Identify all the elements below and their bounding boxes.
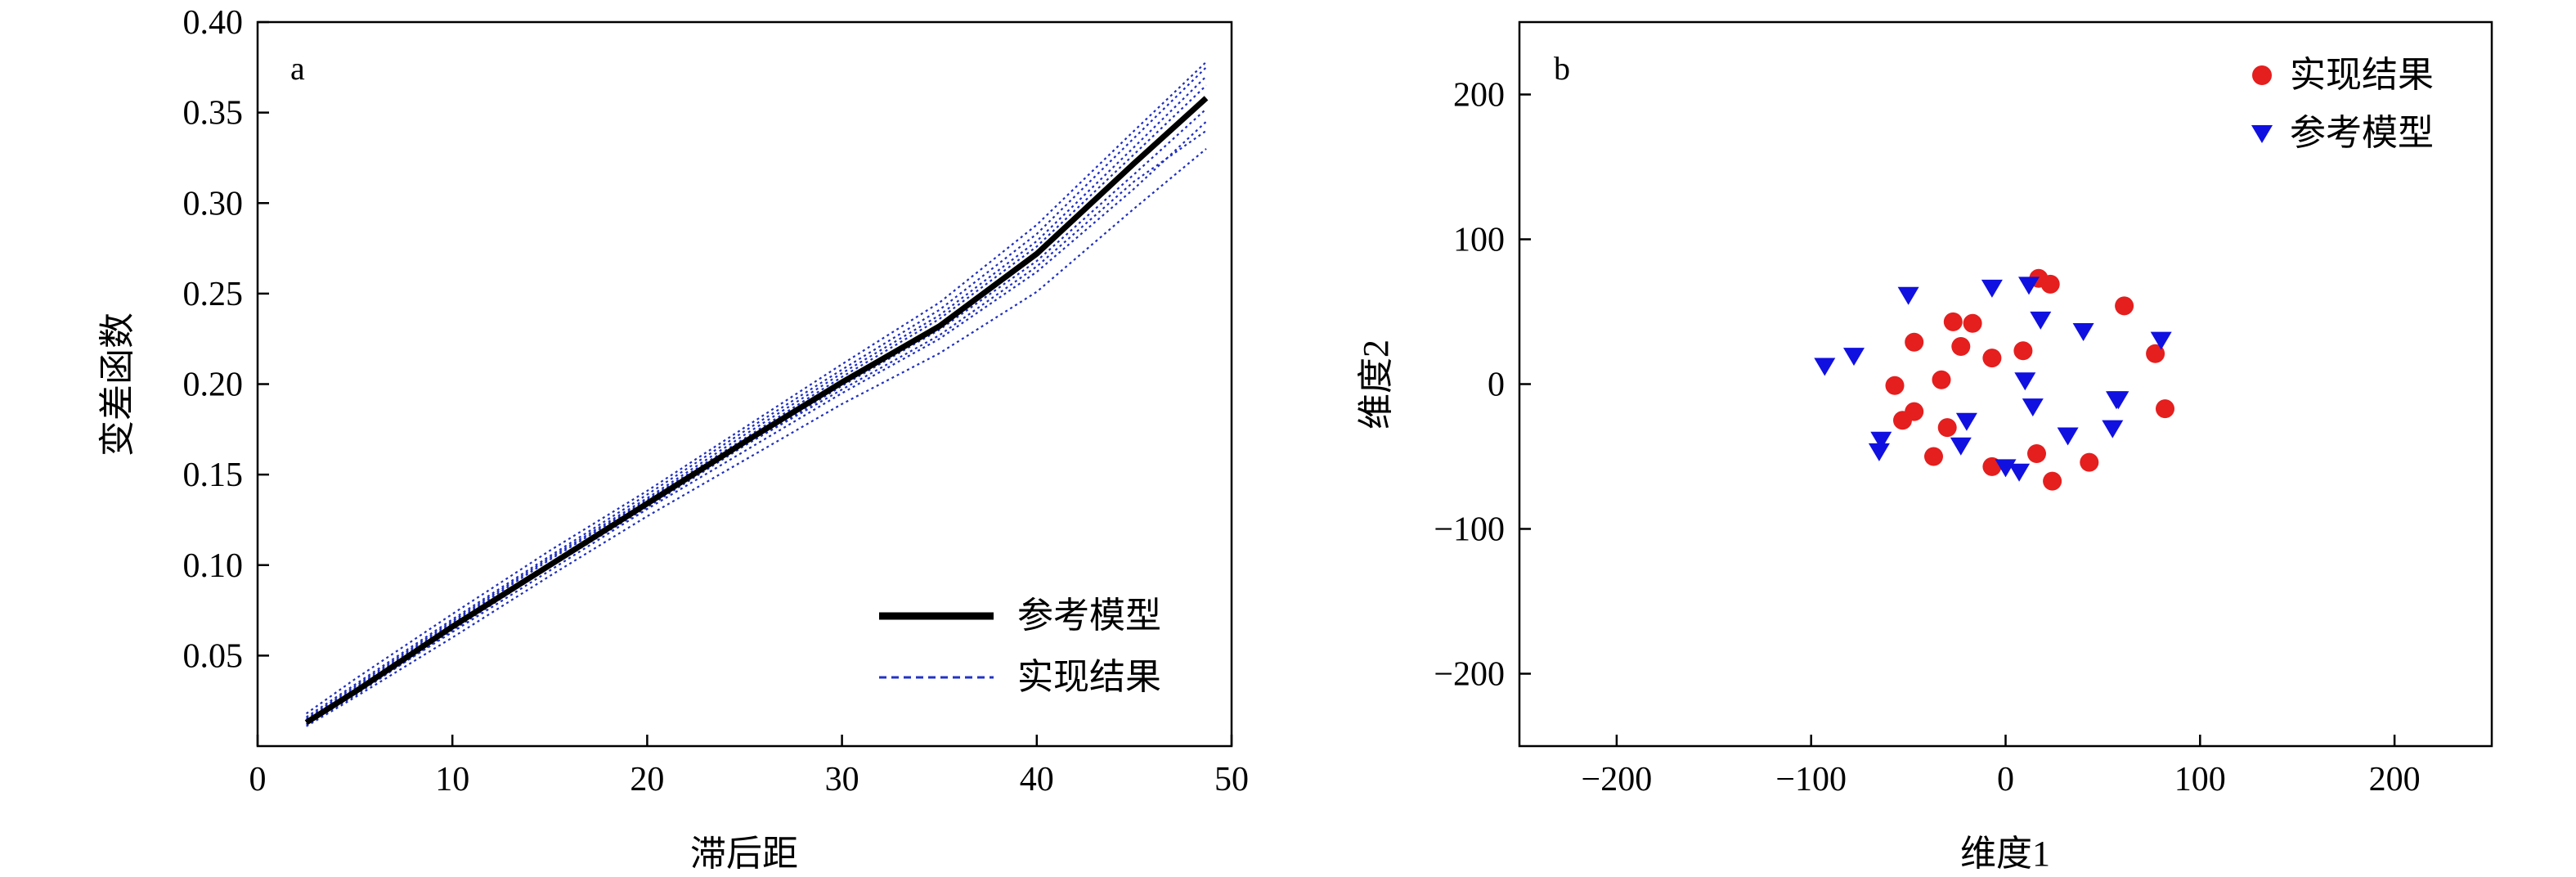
panel-a-y-tick-label: 0.20 xyxy=(183,367,244,404)
reference-point xyxy=(1868,443,1890,461)
reference-point xyxy=(2057,427,2079,446)
realization-point xyxy=(2040,274,2060,294)
realization-point xyxy=(1932,370,1951,389)
reference-model-line xyxy=(304,96,1209,726)
panel-b-x-tick-label: −200 xyxy=(1582,761,1653,798)
panel-b-x-tick-label: −100 xyxy=(1775,761,1847,798)
realization-point xyxy=(2115,296,2134,316)
panel-b-y-tick-label: 100 xyxy=(1453,222,1505,259)
panel-a-y-tick-label: 0.15 xyxy=(183,456,244,494)
legend-reference-label: 参考模型 xyxy=(1017,596,1161,636)
panel-a-axis-ticks: 0 10 20 30 40 50 0.05 0.10 0.15 0.20 0.25 0.30 0.35 0… xyxy=(183,4,1250,798)
panel-b-y-tick-label: −200 xyxy=(1434,656,1505,694)
panel-b-x-tick-label: 0 xyxy=(1997,761,2014,798)
reference-point xyxy=(2030,311,2052,330)
panel-a-series-layer xyxy=(304,61,1209,727)
panel-b-y-tick-label: 200 xyxy=(1453,77,1505,115)
panel-b-axis-ticks: −200 −100 0 100 200 −200 −100 0 100 200 xyxy=(1434,77,2420,799)
panel-b-y-tick-label: −100 xyxy=(1434,511,1505,549)
reference-point xyxy=(1870,431,1892,450)
panel-b-letter: b xyxy=(1554,50,1570,87)
panel-a-y-tick-label: 0.35 xyxy=(183,95,244,133)
legend-realization-label: 实现结果 xyxy=(2290,55,2434,95)
realization-point xyxy=(2146,344,2165,363)
panel-b-y-tick-label: 0 xyxy=(1488,367,1505,404)
legend-reference-marker xyxy=(2251,125,2273,143)
realization-point xyxy=(1905,332,1924,352)
realization-point xyxy=(1937,418,1957,438)
panel-a-variogram-chart: 0 10 20 30 40 50 0.05 0.10 0.15 0.20 0.25 0.30 0.35 0… xyxy=(97,4,1249,874)
legend-reference-label: 参考模型 xyxy=(2290,113,2434,153)
panel-b-y-axis-label: 维度2 xyxy=(1356,340,1396,430)
realization-line-1 xyxy=(305,66,1207,718)
panel-a-x-tick-label: 30 xyxy=(825,761,859,798)
realization-point xyxy=(1982,349,2002,368)
panel-b-legend: 实现结果 参考模型 xyxy=(2251,55,2434,153)
realization-point xyxy=(2013,341,2033,361)
reference-point xyxy=(1843,348,1865,367)
reference-point xyxy=(1814,358,1836,376)
panel-a-y-tick-label: 0.25 xyxy=(183,276,244,313)
realization-point xyxy=(2156,399,2174,419)
panel-a-y-axis-label: 变差函数 xyxy=(97,313,137,456)
panel-a-x-tick-label: 10 xyxy=(435,761,469,798)
realization-line-2 xyxy=(306,120,1207,724)
reference-point xyxy=(2018,277,2040,295)
panel-b-mds-scatter-chart: −200 −100 0 100 200 −200 −100 0 100 200 b 维度1 维度2… xyxy=(1356,20,2493,874)
reference-point xyxy=(1897,286,1919,305)
panel-a-y-tick-label: 0.40 xyxy=(183,4,244,42)
panel-b-x-tick-label: 200 xyxy=(2369,761,2421,798)
panel-a-letter: a xyxy=(290,50,305,87)
reference-point xyxy=(1950,437,1972,456)
panel-b-x-tick-label: 100 xyxy=(2174,761,2226,798)
realization-line-7 xyxy=(305,75,1207,720)
legend-realization-marker xyxy=(2252,65,2272,85)
realization-point xyxy=(1885,376,1905,395)
reference-point xyxy=(2008,463,2031,482)
panel-b-x-axis-label: 维度1 xyxy=(1960,834,2050,874)
reference-point xyxy=(2102,420,2124,438)
panel-a-y-tick-label: 0.05 xyxy=(183,637,244,675)
reference-point xyxy=(2150,331,2172,350)
panel-a-plot-frame xyxy=(256,20,1233,748)
realization-point xyxy=(2043,471,2062,491)
reference-point xyxy=(2072,323,2094,341)
panel-a-x-tick-label: 20 xyxy=(630,761,664,798)
realization-point xyxy=(1963,313,1982,333)
panel-a-x-tick-label: 0 xyxy=(249,761,267,798)
realization-point xyxy=(1893,411,1912,430)
realization-point xyxy=(2080,452,2099,472)
realization-point xyxy=(2027,444,2046,463)
panel-a-x-tick-label: 40 xyxy=(1020,761,1054,798)
realization-line-3 xyxy=(306,148,1207,727)
reference-point xyxy=(2022,398,2044,417)
panel-b-points-layer xyxy=(1814,268,2174,491)
realization-point xyxy=(1924,447,1943,466)
realization-point xyxy=(1943,312,1963,331)
panel-a-x-axis-label: 滞后距 xyxy=(690,834,798,874)
realization-line-4 xyxy=(305,61,1207,715)
panel-a-legend: 参考模型 实现结果 xyxy=(879,596,1161,697)
panel-a-y-tick-label: 0.30 xyxy=(183,185,244,223)
reference-point xyxy=(1981,279,2003,298)
realization-point xyxy=(1951,337,1971,356)
panel-a-x-tick-label: 50 xyxy=(1214,761,1249,798)
reference-point xyxy=(2106,391,2127,410)
realization-line-5 xyxy=(305,84,1207,722)
panel-a-y-tick-label: 0.10 xyxy=(183,547,244,585)
reference-point xyxy=(2014,372,2036,391)
reference-point xyxy=(1955,412,1977,431)
legend-realization-label: 实现结果 xyxy=(1017,657,1161,697)
realization-line-8 xyxy=(305,129,1207,726)
